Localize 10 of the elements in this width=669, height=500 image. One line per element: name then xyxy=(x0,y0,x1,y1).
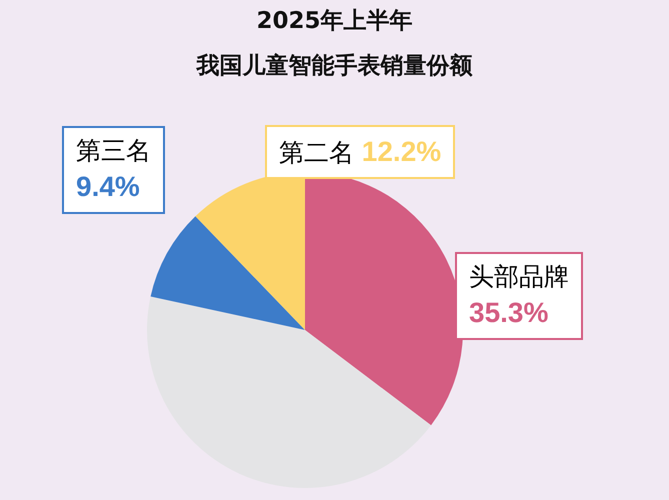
data-label: 35.3% xyxy=(469,296,548,328)
pie-slice xyxy=(150,216,305,330)
data-label: 9.4% xyxy=(76,170,140,202)
slice-label: 第二名 xyxy=(279,138,354,167)
data-label: 12.2% xyxy=(360,136,442,167)
slice-label: 头部品牌 xyxy=(469,262,569,291)
slice-label: 第三名 xyxy=(76,136,151,165)
chart-title: 2025年上半年 xyxy=(255,7,414,36)
chart-subtitle: 我国儿童智能手表销量份额 xyxy=(195,52,474,81)
pie-slice xyxy=(147,296,432,488)
